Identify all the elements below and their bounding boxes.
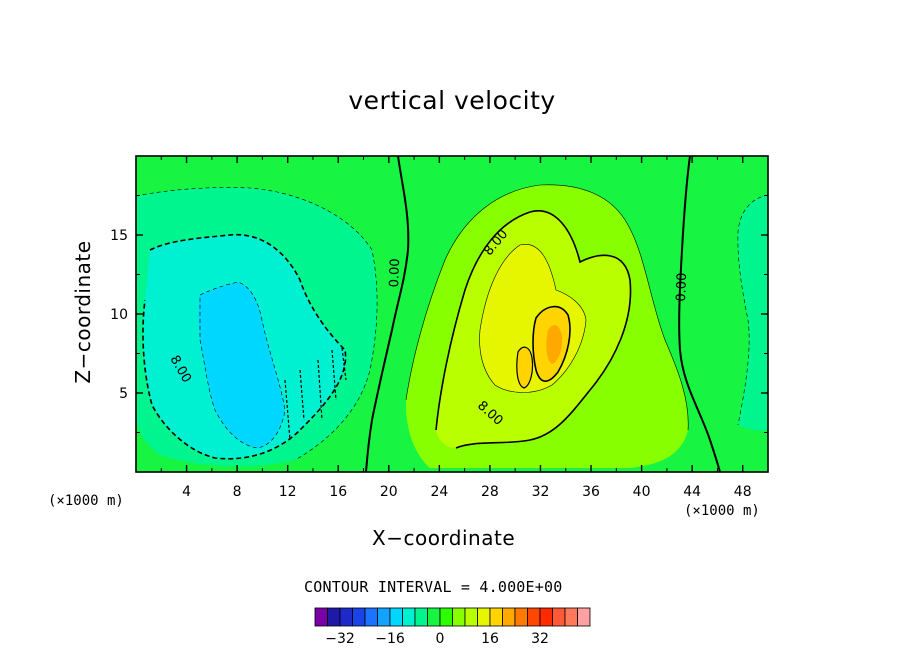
x-unit-label-right: (×1000 m) (684, 503, 760, 519)
colorbar-swatch (427, 607, 441, 627)
colorbar-swatch (464, 607, 478, 627)
colorbar-swatch (552, 607, 566, 627)
colorbar-swatch (564, 607, 578, 627)
x-tick-label: 12 (279, 484, 297, 500)
colorbar-swatch (439, 607, 453, 627)
contour-neg4-line (135, 187, 378, 461)
y-axis-label: Z−coordinate (71, 240, 95, 384)
contour-labels: 0.008.008.000.008.00 (167, 227, 691, 429)
colorbar-swatch (577, 607, 591, 627)
colorbar-swatch (314, 607, 328, 627)
contour-neg8-line (142, 233, 347, 460)
contour-pos12-line (479, 244, 587, 393)
contour-neg-spikes (284, 347, 347, 441)
contour-label: 0.00 (387, 258, 403, 287)
x-tick-label: 32 (532, 484, 550, 500)
field-region-pos20 (546, 325, 563, 364)
contour-zero-left (365, 155, 410, 473)
y-tick-label: 5 (119, 386, 128, 402)
contour-pos16-line (532, 305, 571, 382)
field-region-neg4-right (737, 195, 768, 431)
field-region-pos16b (516, 347, 533, 388)
colorbar-tick-label: 0 (436, 631, 445, 647)
plot-area (135, 155, 769, 473)
contour-interval-label: CONTOUR INTERVAL = 4.000E+00 (304, 578, 563, 596)
colorbar-tick-label: −32 (325, 631, 355, 647)
colorbar-swatch (527, 607, 541, 627)
colorbar-swatch (339, 607, 353, 627)
contour-pos16b-line (516, 346, 534, 389)
colorbar-tick-label: 16 (481, 631, 499, 647)
contour-zero-right (678, 155, 721, 473)
x-tick-label: 44 (683, 484, 701, 500)
colorbar-swatch (452, 607, 466, 627)
colorbar: −32 −16 0 16 32 (314, 607, 591, 647)
x-tick-label: 8 (233, 484, 242, 500)
colorbar-swatch (489, 607, 503, 627)
colorbar-swatch (502, 607, 516, 627)
colorbar-swatch (539, 607, 553, 627)
colorbar-swatch (514, 607, 528, 627)
colorbar-tick-label: 32 (531, 631, 549, 647)
contour-neg-right-line (737, 194, 769, 426)
x-tick-label: 20 (380, 484, 398, 500)
contour-pos8-line (435, 210, 632, 449)
colorbar-swatch (477, 607, 491, 627)
x-tick-label: 16 (329, 484, 347, 500)
colorbar-tick-label: −16 (375, 631, 405, 647)
colorbar-swatch (352, 607, 366, 627)
contour-label: 0.00 (674, 272, 690, 301)
x-tick-label: 40 (633, 484, 651, 500)
colorbar-swatch (389, 607, 403, 627)
colorbar-swatch (364, 607, 378, 627)
x-tick-label: 4 (182, 484, 191, 500)
colorbar-swatch (377, 607, 391, 627)
y-tick-label: 15 (110, 228, 128, 244)
x-axis-label: X−coordinate (372, 526, 516, 550)
x-tick-label: 48 (734, 484, 752, 500)
y-axis: 5 10 15 (110, 195, 768, 433)
x-tick-label: 36 (582, 484, 600, 500)
colorbar-swatch (402, 607, 416, 627)
x-unit-label-left: (×1000 m) (48, 493, 124, 509)
colorbar-swatch (327, 607, 341, 627)
x-tick-label: 28 (481, 484, 499, 500)
chart-title: vertical velocity (348, 86, 556, 115)
field-region-neg12 (198, 282, 285, 448)
y-tick-label: 10 (110, 307, 128, 323)
colorbar-swatch (414, 607, 428, 627)
x-tick-label: 24 (430, 484, 448, 500)
x-axis: 4 8 12 16 20 24 28 32 36 40 44 48 (160, 156, 752, 500)
contour-pos4-line (405, 184, 689, 431)
